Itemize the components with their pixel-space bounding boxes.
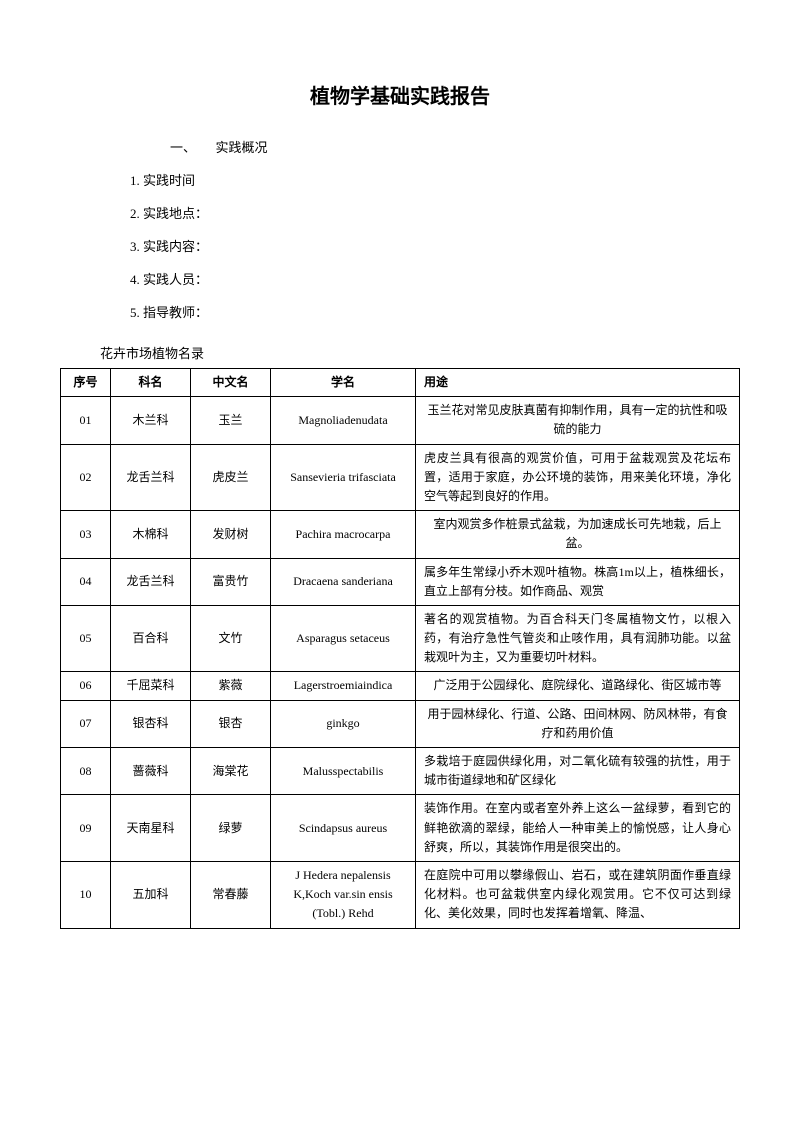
cell-usage: 广泛用于公园绿化、庭院绿化、道路绿化、街区城市等 [416,672,740,700]
cell-seq: 08 [61,748,111,795]
table-row: 04龙舌兰科富贵竹Dracaena sanderiana属多年生常绿小乔木观叶植… [61,558,740,605]
cell-usage: 属多年生常绿小乔木观叶植物。株高1m以上，植株细长，直立上部有分枝。如作商品、观… [416,558,740,605]
header-sname: 学名 [271,369,416,397]
header-usage: 用途 [416,369,740,397]
cell-usage: 玉兰花对常见皮肤真菌有抑制作用，具有一定的抗性和吸硫的能力 [416,397,740,444]
cell-cname: 发财树 [191,511,271,558]
table-row: 09天南星科绿萝Scindapsus aureus装饰作用。在室内或者室外养上这… [61,795,740,862]
cell-family: 木兰科 [111,397,191,444]
cell-seq: 04 [61,558,111,605]
section-header: 一、 实践概况 [170,137,740,156]
cell-sname: Malusspectabilis [271,748,416,795]
table-row: 06千屈菜科紫薇Lagerstroemiaindica广泛用于公园绿化、庭院绿化… [61,672,740,700]
cell-seq: 06 [61,672,111,700]
cell-sname: Magnoliadenudata [271,397,416,444]
cell-seq: 02 [61,444,111,511]
info-item: 2. 实践地点： [130,203,740,222]
cell-sname: Sansevieria trifasciata [271,444,416,511]
cell-sname: Asparagus setaceus [271,605,416,672]
cell-usage: 用于园林绿化、行道、公路、田间林网、防风林带，有食疗和药用价值 [416,700,740,747]
cell-cname: 富贵竹 [191,558,271,605]
header-cname: 中文名 [191,369,271,397]
cell-usage: 著名的观赏植物。为百合科天门冬属植物文竹，以根入药，有治疗急性气管炎和止咳作用，… [416,605,740,672]
plant-table: 序号 科名 中文名 学名 用途 01木兰科玉兰Magnoliadenudata玉… [60,368,740,929]
cell-cname: 常春藤 [191,861,271,928]
cell-usage: 多栽培于庭园供绿化用，对二氧化硫有较强的抗性，用于城市街道绿地和矿区绿化 [416,748,740,795]
cell-sname: Dracaena sanderiana [271,558,416,605]
header-family: 科名 [111,369,191,397]
cell-usage: 虎皮兰具有很高的观赏价值，可用于盆栽观赏及花坛布置，适用于家庭，办公环境的装饰，… [416,444,740,511]
info-item: 1. 实践时间 [130,170,740,189]
cell-cname: 虎皮兰 [191,444,271,511]
table-row: 10五加科常春藤J Hedera nepalensis K,Koch var.s… [61,861,740,928]
cell-seq: 10 [61,861,111,928]
table-row: 08蔷薇科海棠花Malusspectabilis多栽培于庭园供绿化用，对二氧化硫… [61,748,740,795]
cell-family: 五加科 [111,861,191,928]
cell-usage: 装饰作用。在室内或者室外养上这么一盆绿萝，看到它的鲜艳欲滴的翠绿，能给人一种审美… [416,795,740,862]
cell-cname: 绿萝 [191,795,271,862]
cell-family: 千屈菜科 [111,672,191,700]
cell-family: 龙舌兰科 [111,558,191,605]
cell-sname: Lagerstroemiaindica [271,672,416,700]
cell-usage: 在庭院中可用以攀缘假山、岩石，或在建筑阴面作垂直绿化材料。也可盆栽供室内绿化观赏… [416,861,740,928]
cell-cname: 文竹 [191,605,271,672]
cell-family: 银杏科 [111,700,191,747]
cell-cname: 紫薇 [191,672,271,700]
cell-usage: 室内观赏多作桩景式盆栽，为加速成长可先地栽，后上盆。 [416,511,740,558]
table-row: 03木棉科发财树Pachira macrocarpa室内观赏多作桩景式盆栽，为加… [61,511,740,558]
cell-seq: 05 [61,605,111,672]
info-item: 4. 实践人员： [130,269,740,288]
cell-family: 天南星科 [111,795,191,862]
cell-cname: 玉兰 [191,397,271,444]
table-row: 05百合科文竹Asparagus setaceus著名的观赏植物。为百合科天门冬… [61,605,740,672]
cell-sname: ginkgo [271,700,416,747]
table-header-row: 序号 科名 中文名 学名 用途 [61,369,740,397]
cell-sname: Pachira macrocarpa [271,511,416,558]
cell-family: 蔷薇科 [111,748,191,795]
cell-cname: 海棠花 [191,748,271,795]
cell-seq: 01 [61,397,111,444]
cell-family: 木棉科 [111,511,191,558]
table-row: 01木兰科玉兰Magnoliadenudata玉兰花对常见皮肤真菌有抑制作用，具… [61,397,740,444]
cell-sname: Scindapsus aureus [271,795,416,862]
cell-family: 百合科 [111,605,191,672]
table-row: 02龙舌兰科虎皮兰Sansevieria trifasciata虎皮兰具有很高的… [61,444,740,511]
cell-sname: J Hedera nepalensis K,Koch var.sin ensis… [271,861,416,928]
cell-seq: 09 [61,795,111,862]
page-title: 植物学基础实践报告 [60,80,740,109]
info-item: 3. 实践内容： [130,236,740,255]
cell-family: 龙舌兰科 [111,444,191,511]
cell-cname: 银杏 [191,700,271,747]
header-seq: 序号 [61,369,111,397]
cell-seq: 03 [61,511,111,558]
table-subtitle: 花卉市场植物名录 [100,343,740,362]
info-item: 5. 指导教师： [130,302,740,321]
cell-seq: 07 [61,700,111,747]
table-row: 07银杏科银杏ginkgo用于园林绿化、行道、公路、田间林网、防风林带，有食疗和… [61,700,740,747]
